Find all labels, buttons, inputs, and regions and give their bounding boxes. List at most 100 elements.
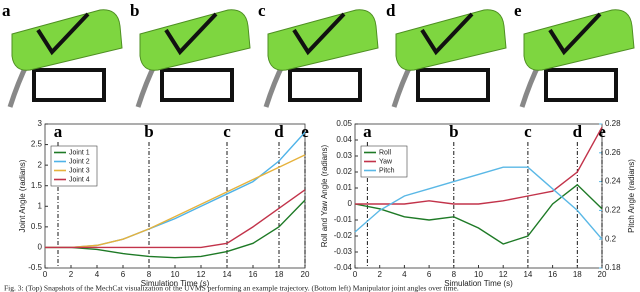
legend-label: Yaw	[379, 158, 393, 165]
event-label: c	[524, 122, 532, 141]
y-tick-label: 2	[38, 160, 43, 169]
panel-label: e	[514, 1, 522, 20]
marker-v	[292, 12, 346, 56]
x-tick-label: 2	[377, 270, 382, 279]
x-tick-label: 8	[452, 270, 457, 279]
snapshot: b	[130, 1, 251, 108]
event-label: e	[598, 122, 606, 141]
vehicle	[139, 9, 251, 71]
x-tick-label: 10	[171, 270, 180, 279]
y-tick-label: 0.04	[336, 135, 352, 144]
y-tick-label: 0.05	[336, 119, 352, 128]
x-tick-label: 2	[69, 270, 74, 279]
panel-label: b	[130, 1, 139, 20]
x-tick-label: 20	[301, 270, 310, 279]
x-axis-title: Simulation Time (s)	[444, 279, 513, 288]
x-tick-label: 16	[548, 270, 557, 279]
x-tick-label: 18	[573, 270, 582, 279]
vehicle	[267, 9, 379, 71]
y-tick-label: -0.04	[334, 263, 353, 272]
panel-label: c	[258, 1, 266, 20]
legend-box	[360, 145, 408, 178]
panel-label: a	[2, 1, 11, 20]
y-tick-label: 0	[38, 243, 43, 252]
legend-label: Joint 4	[69, 176, 90, 183]
y-tick-label: -0.5	[28, 263, 42, 272]
event-label: c	[223, 122, 231, 141]
event-label: e	[301, 122, 309, 141]
y-axis-title: Joint Angle (radians)	[18, 159, 27, 232]
caption: Fig. 3: (Top) Snapshots of the MechCat v…	[4, 284, 459, 292]
x-tick-label: 0	[43, 270, 48, 279]
event-label: b	[449, 122, 458, 141]
frame	[544, 68, 618, 102]
x-tick-label: 6	[427, 270, 432, 279]
y-tick-label: 3	[38, 119, 43, 128]
snapshot: c	[258, 1, 379, 108]
y2-axis-title: Pitch Angle (radians)	[627, 159, 636, 233]
event-label: a	[363, 122, 372, 141]
x-tick-label: 18	[275, 270, 284, 279]
event-label: d	[274, 122, 284, 141]
y-tick-label: -0.01	[334, 215, 353, 224]
snapshot: a	[2, 1, 123, 108]
y2-tick-label: 0.24	[605, 177, 621, 186]
y2-tick-label: 0.28	[605, 119, 621, 128]
vehicle	[395, 9, 507, 71]
marker-v	[548, 12, 602, 56]
x-tick-label: 6	[121, 270, 126, 279]
x-tick-label: 10	[474, 270, 483, 279]
legend-label: Pitch	[379, 167, 395, 174]
legend-label: Joint 2	[69, 158, 90, 165]
x-tick-label: 0	[353, 270, 358, 279]
vehicle	[523, 9, 635, 71]
frame	[288, 68, 362, 102]
legend-label: Roll	[379, 149, 392, 156]
y-tick-label: 0.03	[336, 151, 352, 160]
y2-tick-label: 0.26	[605, 148, 621, 157]
y-tick-label: 0.02	[336, 167, 352, 176]
snapshot: e	[514, 1, 635, 108]
y-tick-label: 0.01	[336, 183, 352, 192]
marker-v	[36, 12, 90, 56]
x-tick-label: 4	[402, 270, 407, 279]
y-axis-title: Roll and Yaw Angle (radians)	[320, 144, 329, 247]
event-label: d	[573, 122, 583, 141]
y2-tick-label: 0.2	[605, 234, 617, 243]
y-tick-label: 1.5	[31, 181, 43, 190]
series-line	[45, 199, 306, 259]
series-line	[45, 154, 306, 249]
x-tick-label: 16	[249, 270, 258, 279]
y2-tick-label: 0.18	[605, 263, 621, 272]
y-tick-label: 1	[38, 201, 43, 210]
event-label: b	[144, 122, 153, 141]
vehicle	[11, 9, 123, 71]
legend-label: Joint 1	[69, 149, 90, 156]
series-line	[354, 183, 603, 245]
x-tick-label: 12	[197, 270, 206, 279]
y-tick-label: 0.5	[31, 222, 43, 231]
x-tick-label: 4	[95, 270, 100, 279]
x-axis-title: Simulation Time (s)	[141, 279, 210, 288]
series-line	[354, 166, 603, 240]
frame	[416, 68, 490, 102]
panel-label: d	[386, 1, 396, 20]
x-tick-label: 8	[147, 270, 152, 279]
x-tick-label: 12	[499, 270, 508, 279]
marker-v	[420, 12, 474, 56]
frame	[32, 68, 106, 102]
y2-tick-label: 0.22	[605, 206, 621, 215]
x-tick-label: 20	[598, 270, 607, 279]
x-tick-label: 14	[523, 270, 532, 279]
y-tick-label: -0.02	[334, 231, 353, 240]
series-line	[45, 189, 306, 249]
x-tick-label: 14	[223, 270, 232, 279]
y-tick-label: -0.03	[334, 247, 353, 256]
marker-v	[164, 12, 218, 56]
frame	[160, 68, 234, 102]
legend-label: Joint 3	[69, 167, 90, 174]
snapshot: d	[386, 1, 507, 108]
series-line	[355, 126, 603, 205]
y-tick-label: 2.5	[31, 140, 43, 149]
